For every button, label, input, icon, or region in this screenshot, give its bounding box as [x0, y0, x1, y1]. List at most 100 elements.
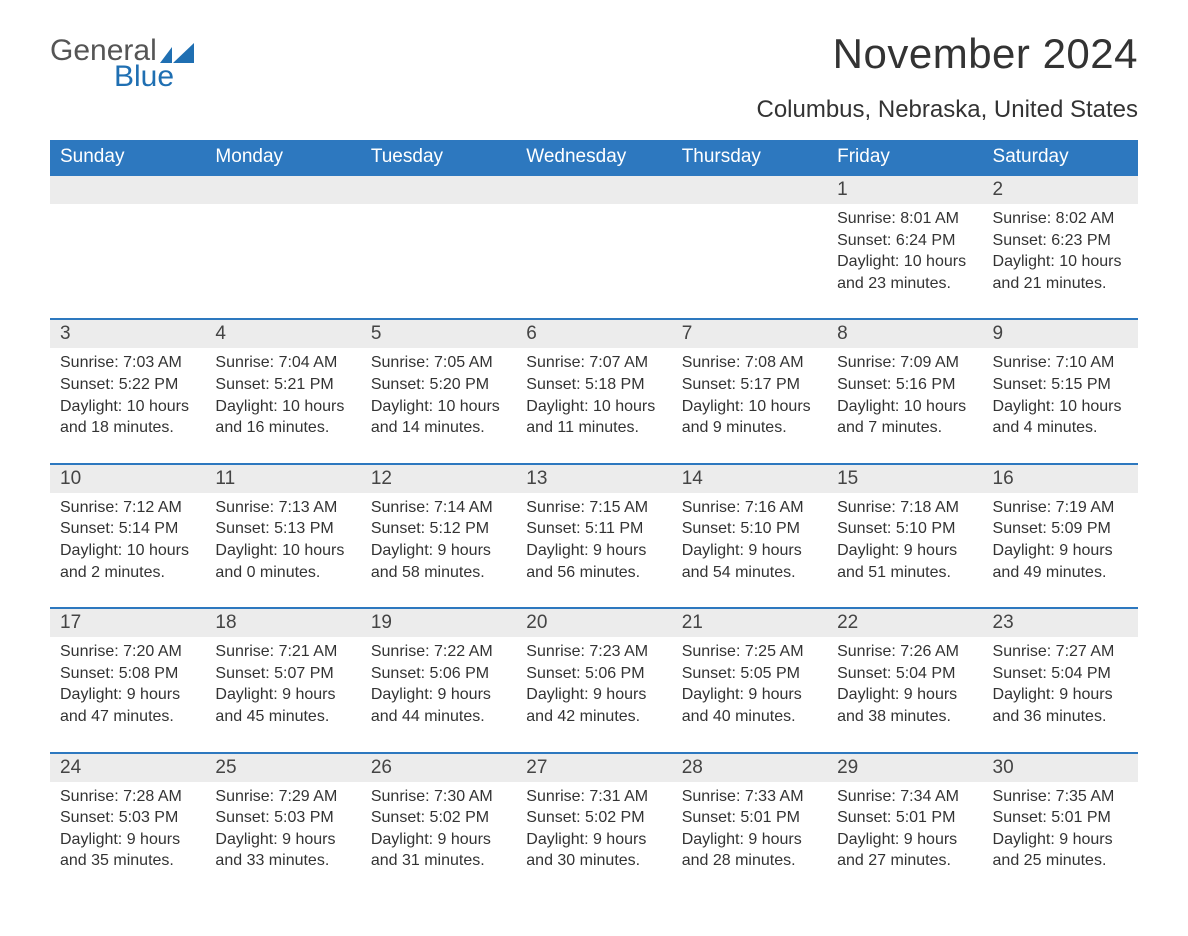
day-number-cell	[361, 175, 516, 204]
daylight-line: Daylight: 10 hours and 23 minutes.	[837, 251, 978, 294]
month-title: November 2024	[756, 30, 1138, 78]
daylight-line: Daylight: 9 hours and 51 minutes.	[837, 540, 978, 583]
sunrise-line: Sunrise: 8:01 AM	[837, 208, 978, 230]
day-details: Sunrise: 7:27 AMSunset: 5:04 PMDaylight:…	[987, 637, 1134, 727]
day-number-cell: 27	[516, 753, 671, 782]
sunset-line: Sunset: 5:10 PM	[682, 518, 823, 540]
day-details: Sunrise: 7:19 AMSunset: 5:09 PMDaylight:…	[987, 493, 1134, 583]
day-details: Sunrise: 7:09 AMSunset: 5:16 PMDaylight:…	[831, 348, 978, 438]
location-text: Columbus, Nebraska, United States	[756, 96, 1138, 124]
weekday-header: Sunday	[50, 140, 205, 175]
sunset-line: Sunset: 5:21 PM	[215, 374, 356, 396]
sunrise-line: Sunrise: 7:13 AM	[215, 497, 356, 519]
sunrise-line: Sunrise: 7:26 AM	[837, 641, 978, 663]
day-details: Sunrise: 7:07 AMSunset: 5:18 PMDaylight:…	[520, 348, 667, 438]
sunrise-line: Sunrise: 7:04 AM	[215, 352, 356, 374]
day-body-cell: Sunrise: 7:05 AMSunset: 5:20 PMDaylight:…	[361, 348, 516, 463]
header: General Blue November 2024 Columbus, Neb…	[50, 30, 1138, 134]
daylight-line: Daylight: 9 hours and 49 minutes.	[993, 540, 1134, 583]
daylight-line: Daylight: 9 hours and 44 minutes.	[371, 684, 512, 727]
daylight-line: Daylight: 9 hours and 36 minutes.	[993, 684, 1134, 727]
day-body-cell: Sunrise: 7:22 AMSunset: 5:06 PMDaylight:…	[361, 637, 516, 752]
daylight-line: Daylight: 9 hours and 58 minutes.	[371, 540, 512, 583]
daylight-line: Daylight: 10 hours and 9 minutes.	[682, 396, 823, 439]
daylight-line: Daylight: 10 hours and 16 minutes.	[215, 396, 356, 439]
day-body-cell: Sunrise: 7:29 AMSunset: 5:03 PMDaylight:…	[205, 782, 360, 896]
sunrise-line: Sunrise: 7:30 AM	[371, 786, 512, 808]
sunrise-line: Sunrise: 8:02 AM	[993, 208, 1134, 230]
sunrise-line: Sunrise: 7:10 AM	[993, 352, 1134, 374]
week-body-row: Sunrise: 7:12 AMSunset: 5:14 PMDaylight:…	[50, 493, 1138, 608]
sunrise-line: Sunrise: 7:14 AM	[371, 497, 512, 519]
day-number-cell: 20	[516, 608, 671, 637]
day-body-cell: Sunrise: 7:20 AMSunset: 5:08 PMDaylight:…	[50, 637, 205, 752]
day-body-cell: Sunrise: 7:23 AMSunset: 5:06 PMDaylight:…	[516, 637, 671, 752]
day-body-cell: Sunrise: 7:31 AMSunset: 5:02 PMDaylight:…	[516, 782, 671, 896]
weekday-header: Monday	[205, 140, 360, 175]
daylight-line: Daylight: 9 hours and 35 minutes.	[60, 829, 201, 872]
sunset-line: Sunset: 5:16 PM	[837, 374, 978, 396]
sunrise-line: Sunrise: 7:34 AM	[837, 786, 978, 808]
day-body-cell	[50, 204, 205, 319]
daylight-line: Daylight: 9 hours and 45 minutes.	[215, 684, 356, 727]
day-number-cell: 29	[827, 753, 982, 782]
day-details: Sunrise: 7:18 AMSunset: 5:10 PMDaylight:…	[831, 493, 978, 583]
sunset-line: Sunset: 5:20 PM	[371, 374, 512, 396]
day-body-cell: Sunrise: 7:25 AMSunset: 5:05 PMDaylight:…	[672, 637, 827, 752]
sunset-line: Sunset: 5:09 PM	[993, 518, 1134, 540]
daylight-line: Daylight: 10 hours and 4 minutes.	[993, 396, 1134, 439]
sunset-line: Sunset: 5:01 PM	[837, 807, 978, 829]
day-body-cell: Sunrise: 7:19 AMSunset: 5:09 PMDaylight:…	[983, 493, 1138, 608]
week-daynum-row: 12	[50, 175, 1138, 204]
sunrise-line: Sunrise: 7:16 AM	[682, 497, 823, 519]
weekday-header: Wednesday	[516, 140, 671, 175]
week-daynum-row: 24252627282930	[50, 753, 1138, 782]
week-daynum-row: 17181920212223	[50, 608, 1138, 637]
sunset-line: Sunset: 5:18 PM	[526, 374, 667, 396]
sunrise-line: Sunrise: 7:29 AM	[215, 786, 356, 808]
sunrise-line: Sunrise: 7:28 AM	[60, 786, 201, 808]
daylight-line: Daylight: 10 hours and 2 minutes.	[60, 540, 201, 583]
day-details: Sunrise: 7:03 AMSunset: 5:22 PMDaylight:…	[54, 348, 201, 438]
day-number-cell: 30	[983, 753, 1138, 782]
day-number-cell: 8	[827, 319, 982, 348]
day-body-cell: Sunrise: 7:07 AMSunset: 5:18 PMDaylight:…	[516, 348, 671, 463]
sunrise-line: Sunrise: 7:21 AM	[215, 641, 356, 663]
weekday-header: Saturday	[983, 140, 1138, 175]
sunset-line: Sunset: 6:24 PM	[837, 230, 978, 252]
day-number-cell: 10	[50, 464, 205, 493]
daylight-line: Daylight: 9 hours and 54 minutes.	[682, 540, 823, 583]
day-body-cell: Sunrise: 7:04 AMSunset: 5:21 PMDaylight:…	[205, 348, 360, 463]
daylight-line: Daylight: 9 hours and 30 minutes.	[526, 829, 667, 872]
day-body-cell	[361, 204, 516, 319]
sunset-line: Sunset: 5:06 PM	[526, 663, 667, 685]
day-details: Sunrise: 7:33 AMSunset: 5:01 PMDaylight:…	[676, 782, 823, 872]
sunset-line: Sunset: 5:03 PM	[215, 807, 356, 829]
day-details: Sunrise: 8:01 AMSunset: 6:24 PMDaylight:…	[831, 204, 978, 294]
daylight-line: Daylight: 9 hours and 42 minutes.	[526, 684, 667, 727]
day-body-cell: Sunrise: 7:08 AMSunset: 5:17 PMDaylight:…	[672, 348, 827, 463]
day-number-cell: 12	[361, 464, 516, 493]
day-number-cell	[516, 175, 671, 204]
daylight-line: Daylight: 10 hours and 14 minutes.	[371, 396, 512, 439]
day-details: Sunrise: 7:04 AMSunset: 5:21 PMDaylight:…	[209, 348, 356, 438]
day-details: Sunrise: 8:02 AMSunset: 6:23 PMDaylight:…	[987, 204, 1134, 294]
daylight-line: Daylight: 9 hours and 28 minutes.	[682, 829, 823, 872]
sunrise-line: Sunrise: 7:09 AM	[837, 352, 978, 374]
day-number-cell: 9	[983, 319, 1138, 348]
sunrise-line: Sunrise: 7:12 AM	[60, 497, 201, 519]
calendar-header: SundayMondayTuesdayWednesdayThursdayFrid…	[50, 140, 1138, 175]
sunset-line: Sunset: 5:13 PM	[215, 518, 356, 540]
day-number-cell: 16	[983, 464, 1138, 493]
sunrise-line: Sunrise: 7:08 AM	[682, 352, 823, 374]
day-number-cell: 24	[50, 753, 205, 782]
daylight-line: Daylight: 9 hours and 47 minutes.	[60, 684, 201, 727]
day-body-cell: Sunrise: 7:21 AMSunset: 5:07 PMDaylight:…	[205, 637, 360, 752]
day-number-cell: 2	[983, 175, 1138, 204]
day-body-cell: Sunrise: 7:30 AMSunset: 5:02 PMDaylight:…	[361, 782, 516, 896]
sunset-line: Sunset: 5:11 PM	[526, 518, 667, 540]
daylight-line: Daylight: 9 hours and 33 minutes.	[215, 829, 356, 872]
day-number-cell: 23	[983, 608, 1138, 637]
daylight-line: Daylight: 9 hours and 31 minutes.	[371, 829, 512, 872]
sunset-line: Sunset: 5:12 PM	[371, 518, 512, 540]
